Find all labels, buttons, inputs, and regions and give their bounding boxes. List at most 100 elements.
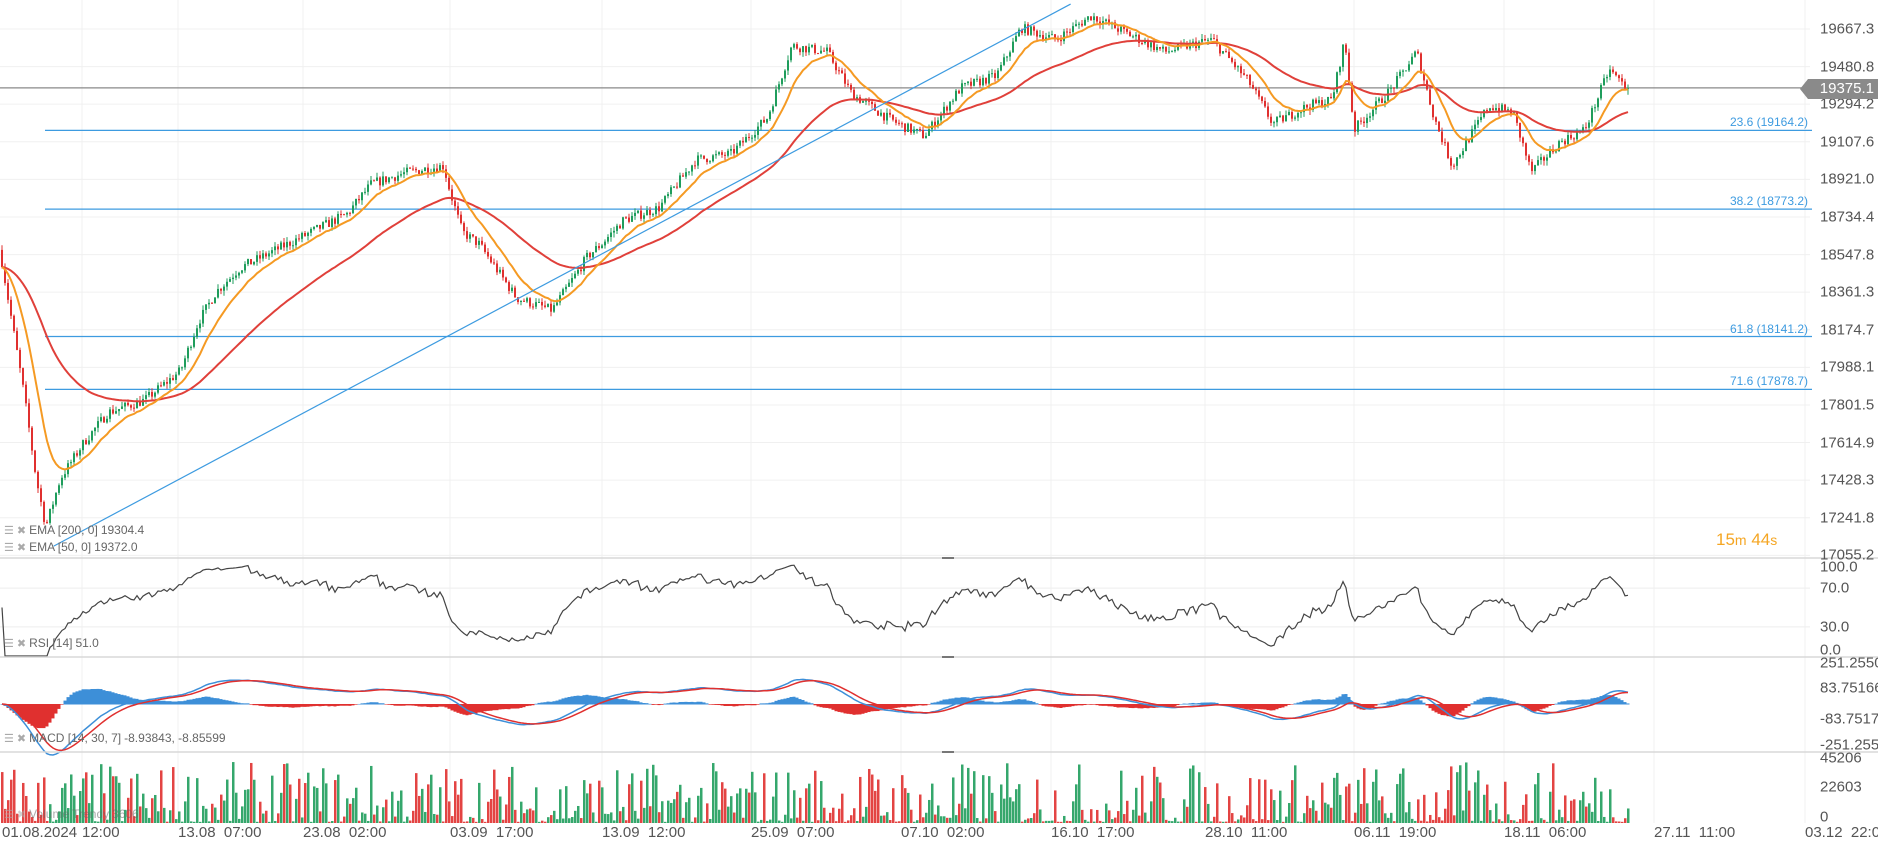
trendline-segment[interactable] xyxy=(53,3,1071,547)
volume-bar xyxy=(1450,766,1453,823)
trendline[interactable] xyxy=(53,3,1071,547)
fibonacci-retracement[interactable] xyxy=(45,129,1812,391)
macd-histogram-bar xyxy=(423,704,427,707)
close-icon[interactable]: ✖ xyxy=(16,524,27,537)
macd-histogram-bar xyxy=(294,704,298,708)
pane-separators[interactable] xyxy=(0,557,1878,753)
candle xyxy=(964,82,966,87)
menu-icon[interactable]: ☰ xyxy=(4,524,14,537)
volume-bar xyxy=(79,791,82,823)
volume-bar xyxy=(346,798,349,823)
volume-bar xyxy=(1417,799,1420,823)
volume-bar xyxy=(1501,821,1504,823)
volume-bar xyxy=(1372,781,1375,823)
macd-histogram-bar xyxy=(480,704,484,712)
volume-bar xyxy=(28,811,31,823)
macd-histogram-bar xyxy=(1110,704,1114,707)
volume-bar xyxy=(1264,779,1267,823)
candle xyxy=(301,231,303,243)
volume-bar xyxy=(1555,820,1558,823)
macd-histogram-bar xyxy=(30,704,34,726)
macd-histogram-bar xyxy=(9,704,13,711)
macd-histogram-bar xyxy=(867,704,871,713)
candle xyxy=(238,271,240,279)
macd-tick-label: 83.75166 xyxy=(1820,679,1878,697)
candle xyxy=(1378,96,1380,104)
menu-icon[interactable]: ☰ xyxy=(4,732,14,745)
volume-bar xyxy=(1087,821,1090,823)
volume-bar xyxy=(370,765,373,823)
candle xyxy=(1537,155,1539,167)
macd-histogram-bar xyxy=(891,704,895,709)
volume-bar xyxy=(1387,817,1390,823)
candle xyxy=(247,258,249,267)
volume-bar xyxy=(301,817,304,823)
candle xyxy=(910,123,912,135)
volume-bar xyxy=(607,814,610,823)
candle xyxy=(934,117,936,130)
candle xyxy=(1606,74,1608,83)
macd-histogram-bar xyxy=(906,704,910,707)
macd-histogram-bar xyxy=(1017,699,1021,705)
macd-histogram-bar xyxy=(1245,704,1249,709)
close-icon[interactable]: ✖ xyxy=(16,541,27,554)
volume-bar xyxy=(1528,820,1531,823)
candle xyxy=(166,377,168,389)
volume-bar xyxy=(625,820,628,823)
menu-icon[interactable]: ☰ xyxy=(4,808,14,821)
volume-bar xyxy=(1441,820,1444,823)
macd-histogram-bar xyxy=(390,704,394,706)
candle xyxy=(1093,12,1095,25)
macd-histogram-bar xyxy=(1581,699,1585,705)
legend-macd[interactable]: ☰ ✖ MACD [14, 30, 7] -8.93843, -8.85599 xyxy=(4,731,226,745)
volume-bar xyxy=(1438,817,1441,823)
macd-histogram-bar xyxy=(1494,697,1498,705)
legend-ema50[interactable]: ☰ ✖ EMA [50, 0] 19372.0 xyxy=(4,540,138,554)
close-icon[interactable]: ✖ xyxy=(16,637,27,650)
macd-histogram-bar xyxy=(1500,698,1504,705)
volume-bar xyxy=(1180,821,1183,823)
candle xyxy=(1213,34,1215,40)
volume-bar xyxy=(82,778,85,823)
volume-bar xyxy=(394,816,397,823)
candle xyxy=(841,67,843,74)
candle xyxy=(1411,53,1413,65)
close-icon[interactable]: ✖ xyxy=(16,732,27,745)
macd-histogram-bar xyxy=(837,704,841,712)
menu-icon[interactable]: ☰ xyxy=(4,541,14,554)
legend-ema200[interactable]: ☰ ✖ EMA [200, 0] 19304.4 xyxy=(4,523,144,537)
candle xyxy=(466,226,468,243)
candle xyxy=(244,261,246,273)
candle xyxy=(823,47,825,52)
volume-bar xyxy=(1498,819,1501,823)
macd-histogram-bar xyxy=(1452,704,1456,717)
macd-histogram-bar xyxy=(1032,701,1036,705)
candle xyxy=(1171,50,1173,53)
volume-bar xyxy=(985,818,988,823)
macd-histogram-bar xyxy=(978,700,982,705)
volume-bar xyxy=(469,816,472,823)
close-icon[interactable]: ✖ xyxy=(16,808,27,821)
volume-bar xyxy=(1012,801,1015,823)
volume-bar xyxy=(979,821,982,823)
menu-icon[interactable]: ☰ xyxy=(4,637,14,650)
macd-histogram-bar xyxy=(555,700,559,705)
macd-histogram-bar xyxy=(762,703,766,705)
volume-bar xyxy=(7,800,10,823)
candle xyxy=(919,126,921,132)
candle xyxy=(742,137,744,147)
volume-bar xyxy=(43,777,46,823)
legend-rsi[interactable]: ☰ ✖ RSI [14] 51.0 xyxy=(4,636,99,650)
legend-volume[interactable]: ☰ ✖ Volume Trendy 3606 xyxy=(4,807,139,821)
candle xyxy=(196,324,198,340)
candle xyxy=(133,403,135,412)
macd-histogram-bar xyxy=(861,704,865,714)
candle xyxy=(214,297,216,304)
volume-bar xyxy=(187,776,190,823)
candle xyxy=(1414,50,1416,58)
macd-histogram-bar xyxy=(1026,700,1030,705)
macd-histogram-bar xyxy=(1317,699,1321,705)
macd-histogram-bar xyxy=(228,700,232,705)
candle xyxy=(760,119,762,131)
